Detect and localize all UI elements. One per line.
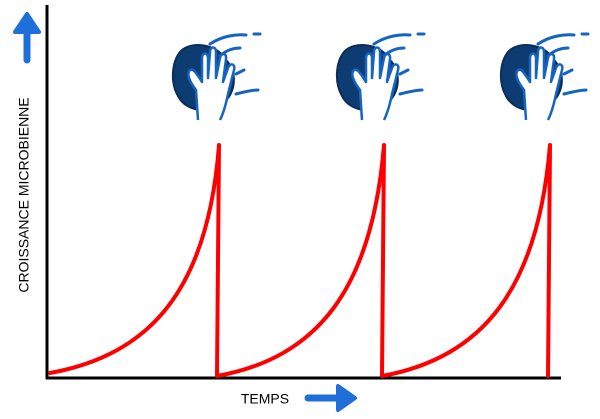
x-axis-label: TEMPS <box>241 391 289 407</box>
growth-curve <box>48 143 552 378</box>
cleaning-icon <box>171 32 262 122</box>
cleaning-icon <box>335 32 426 122</box>
cleaning-icon <box>499 32 590 122</box>
x-arrow-head <box>336 384 357 412</box>
y-arrow-head <box>13 12 41 34</box>
y-axis-label: CROISSANCE MICROBIENNE <box>16 97 32 292</box>
